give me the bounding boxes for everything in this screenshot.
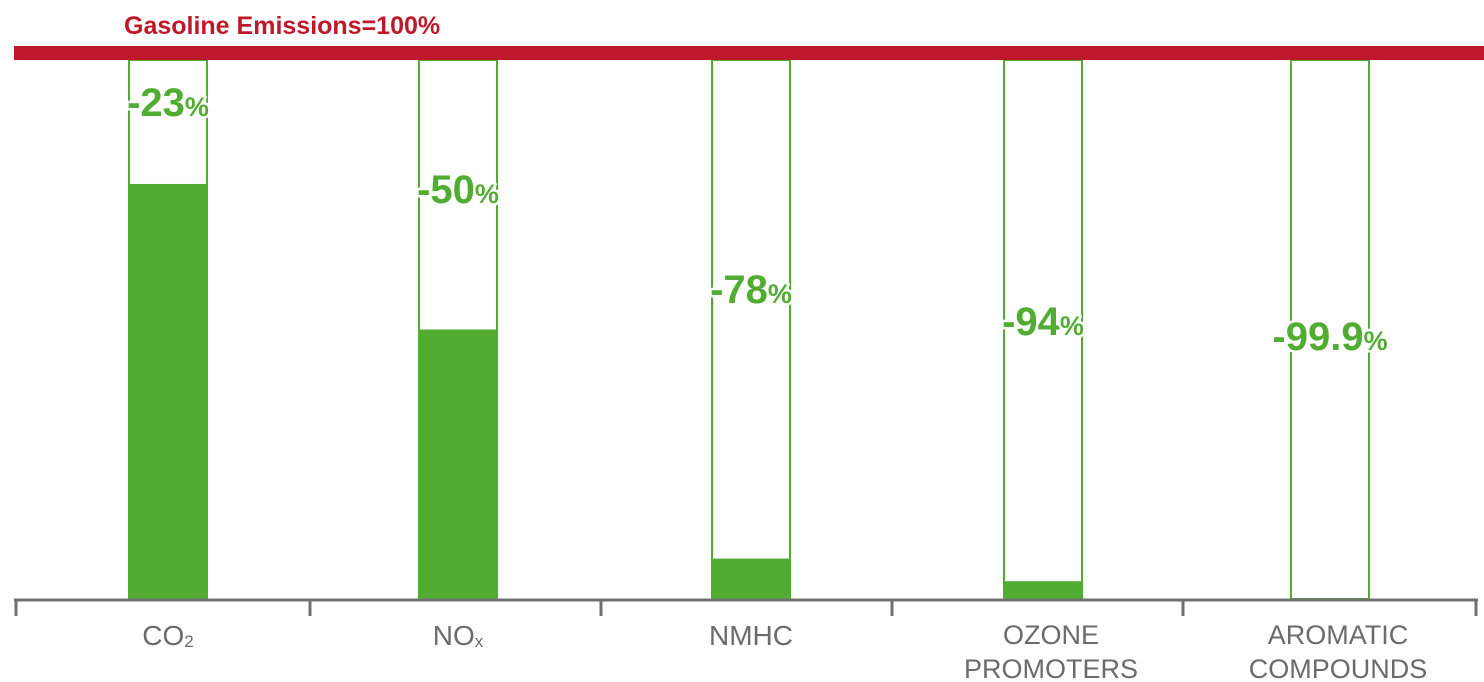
category-label: PROMOTERS — [964, 654, 1138, 682]
reduction-label: -99.9% — [1272, 315, 1387, 359]
bar-outline — [711, 59, 791, 600]
category-label: AROMATIC — [1268, 620, 1409, 650]
category-label: NMHC — [709, 620, 793, 651]
category-labels: CO2 NOx NMHC OZONE PROMOTERS AROMATIC COMPOUND… — [142, 620, 1427, 682]
reduction-label: -23% — [127, 81, 209, 125]
reduction-labels: -23% -50% -78% -94% -99.9% — [125, 79, 1391, 362]
bar — [711, 558, 791, 599]
category-label: OZONE — [1003, 620, 1099, 650]
category-label: COMPOUNDS — [1249, 654, 1428, 682]
reduction-label: -50% — [417, 168, 499, 212]
bar — [1003, 581, 1083, 599]
reference-line-group: Gasoline Emissions=100% — [14, 12, 1484, 60]
reduction-label: -78% — [710, 268, 792, 312]
reference-line — [14, 46, 1484, 60]
bar — [128, 183, 208, 599]
bar — [418, 329, 498, 599]
reference-label: Gasoline Emissions=100% — [124, 12, 440, 40]
x-axis — [14, 598, 1478, 616]
bars-layer — [128, 59, 1370, 600]
category-label: NOx — [433, 620, 484, 651]
category-label: CO2 — [142, 620, 193, 651]
reduction-label: -94% — [1002, 300, 1084, 344]
